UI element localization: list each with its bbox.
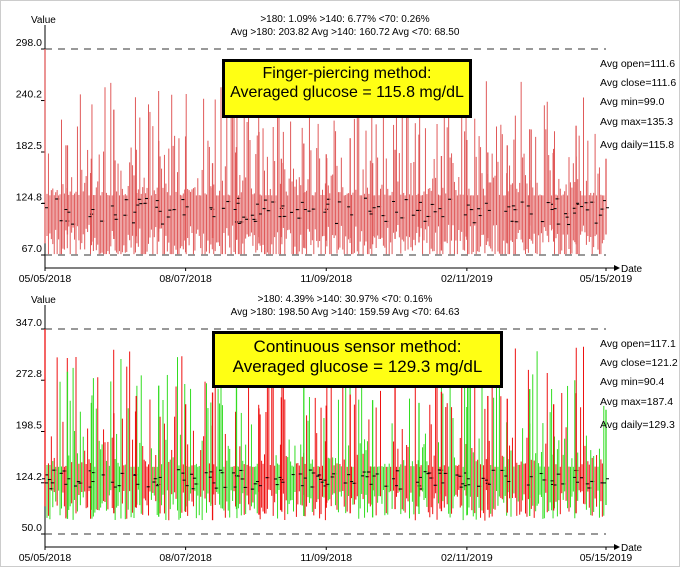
side-stat: Avg close=121.2 xyxy=(600,357,678,369)
y-tick-label: 198.5 xyxy=(16,420,42,432)
y-tick-label: 50.0 xyxy=(22,522,43,534)
y-tick-label: 182.5 xyxy=(16,140,42,152)
callout-line-1: Finger-piercing method: xyxy=(262,65,432,82)
side-stat: Avg max=187.4 xyxy=(600,396,673,408)
x-tick-label: 02/11/2019 xyxy=(441,552,493,564)
x-tick-label: 05/05/2018 xyxy=(19,552,72,564)
side-stat: Avg min=99.0 xyxy=(600,96,664,108)
stats-line-1: >180: 4.39% >140: 30.97% <70: 0.16% xyxy=(258,294,433,305)
callout-line-2: Averaged glucose = 129.3 mg/dL xyxy=(232,357,483,377)
side-stat: Avg daily=129.3 xyxy=(600,419,675,431)
side-stat: Avg open=117.1 xyxy=(600,338,676,350)
x-tick-label: 05/15/2019 xyxy=(580,273,633,285)
stats-line-1: >180: 1.09% >140: 6.77% <70: 0.26% xyxy=(260,14,429,25)
side-stat: Avg daily=115.8 xyxy=(600,139,674,151)
y-tick-label: 298.0 xyxy=(16,37,42,49)
y-axis-label: Value xyxy=(31,295,56,306)
callout-line-1: Continuous sensor method: xyxy=(253,337,462,356)
x-tick-label: 11/09/2018 xyxy=(300,273,352,285)
x-tick-label: 05/15/2019 xyxy=(580,552,633,564)
sensor-callout-box: Continuous sensor method: Averaged gluco… xyxy=(212,331,503,388)
stats-line-2: Avg >180: 198.50 Avg >140: 159.59 Avg <7… xyxy=(231,307,460,318)
x-axis-label: Date xyxy=(621,543,643,554)
x-tick-label: 02/11/2019 xyxy=(441,273,493,285)
y-tick-label: 124.8 xyxy=(16,191,42,203)
side-stat: Avg close=111.6 xyxy=(600,77,676,89)
callout-line-2: Averaged glucose = 115.8 mg/dL xyxy=(230,83,464,101)
y-tick-label: 347.0 xyxy=(16,317,42,329)
chart-panel-2: Value Date >180: 4.39% >140: 30.97% <70: 0… xyxy=(16,294,678,564)
x-tick-label: 08/07/2018 xyxy=(159,273,212,285)
finger-callout-box: Finger-piercing method: Averaged glucose… xyxy=(222,59,472,118)
y-tick-label: 67.0 xyxy=(22,243,43,255)
x-tick-label: 05/05/2018 xyxy=(19,273,72,285)
chart-panel-1: Value Date >180: 1.09% >140: 6.77% <70: 0.… xyxy=(16,14,677,285)
y-tick-label: 240.2 xyxy=(16,89,42,101)
y-tick-label: 272.8 xyxy=(16,368,42,380)
x-tick-label: 08/07/2018 xyxy=(159,552,212,564)
x-axis-arrow xyxy=(614,544,620,550)
side-stat: Avg max=135.3 xyxy=(600,116,673,128)
side-stat: Avg open=111.6 xyxy=(600,58,675,70)
x-axis-arrow xyxy=(614,265,620,271)
x-tick-label: 11/09/2018 xyxy=(300,552,352,564)
y-axis-label: Value xyxy=(31,15,56,26)
y-tick-label: 124.2 xyxy=(16,471,42,483)
side-stat: Avg min=90.4 xyxy=(600,376,664,388)
stats-line-2: Avg >180: 203.82 Avg >140: 160.72 Avg <7… xyxy=(231,27,460,38)
x-axis-label: Date xyxy=(621,264,643,275)
